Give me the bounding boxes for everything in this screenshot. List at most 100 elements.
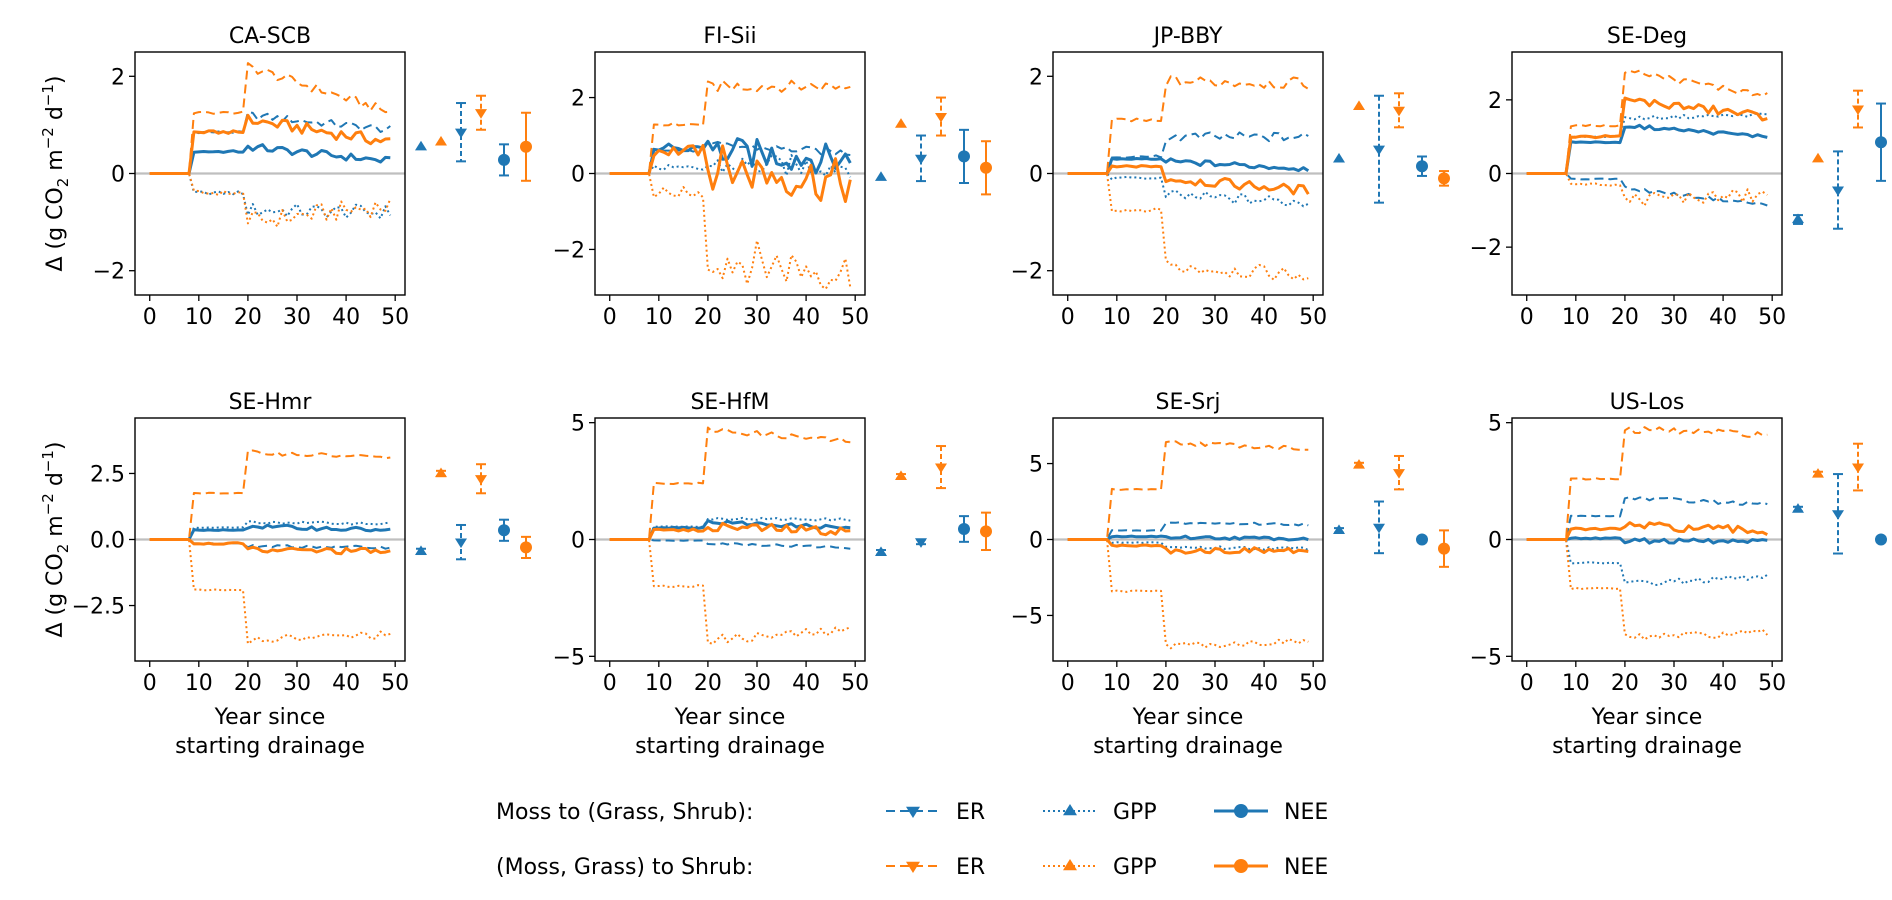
panel-fi-sii: FI-Sii 0 10 20 30 40 50 −2 0 2 xyxy=(553,24,992,330)
series-orange-nee xyxy=(149,538,391,556)
x-tick-label: 20 xyxy=(1611,305,1639,330)
legend-entry-nee: NEE xyxy=(1214,800,1328,825)
y-axis-label: Δ (g CO2 m−2 d−1) xyxy=(39,75,72,271)
summary-marker-orange-er xyxy=(935,445,947,490)
panel-se-hmr: SE-Hmr 0 10 20 30 40 50 −2.5 0.0 2.5 Δ (g CO2 m−2 … xyxy=(39,390,532,759)
summary-marker-blue-gpp xyxy=(875,546,887,556)
summary-marker-orange-gpp xyxy=(435,135,447,146)
summary-marker-orange-gpp xyxy=(435,467,447,478)
series-orange-er xyxy=(1067,440,1309,541)
x-tick-label: 40 xyxy=(1709,305,1737,330)
y-tick-label: 2 xyxy=(1488,89,1502,114)
x-tick-label: 10 xyxy=(1103,671,1131,696)
x-tick-label: 0 xyxy=(1520,305,1534,330)
series-blue-gpp xyxy=(149,520,391,541)
panel-ca-scb: CA-SCB 0 10 20 30 40 50 −2 0 2 Δ (g CO2 m−2 d−1) xyxy=(39,24,532,330)
series-blue-gpp xyxy=(1526,538,1768,587)
x-tick-label: 10 xyxy=(1562,671,1590,696)
x-tick-label: 40 xyxy=(1709,671,1737,696)
panel-title: SE-Deg xyxy=(1607,24,1687,49)
summary-marker-orange-nee xyxy=(980,140,992,196)
panel-jp-bby: JP-BBY 0 10 20 30 40 50 −2 0 2 xyxy=(1011,24,1450,330)
series-orange-er xyxy=(1067,75,1309,175)
summary-marker-orange-nee xyxy=(1438,170,1450,187)
series-orange-nee xyxy=(1526,521,1768,541)
series-orange-er xyxy=(1526,69,1768,175)
x-tick-label: 30 xyxy=(283,671,311,696)
x-axis-label-line1: Year since xyxy=(1591,705,1703,730)
y-tick-label: −5 xyxy=(1011,604,1043,629)
series-blue-er xyxy=(1526,172,1768,207)
x-axis-label-line2: starting drainage xyxy=(1093,734,1283,759)
legend-entry-label: ER xyxy=(956,855,985,880)
panel-se-deg: SE-Deg 0 10 20 30 40 50 −2 0 2 xyxy=(1470,24,1887,330)
summary-marker-blue-er xyxy=(1832,473,1844,555)
panel-title: SE-HfM xyxy=(690,390,769,415)
summary-marker-blue-nee xyxy=(1416,155,1428,177)
x-axis-label-line1: Year since xyxy=(1132,705,1244,730)
summary-marker-orange-er xyxy=(1852,442,1864,492)
x-tick-label: 0 xyxy=(603,305,617,330)
x-tick-label: 0 xyxy=(1061,671,1075,696)
summary-marker-orange-er xyxy=(935,96,947,137)
x-tick-label: 40 xyxy=(1250,671,1278,696)
summary-marker-orange-nee xyxy=(1438,529,1450,568)
x-tick-label: 20 xyxy=(234,305,262,330)
legend-entry-gpp: GPP xyxy=(1043,855,1157,880)
x-axis-label-line2: starting drainage xyxy=(1552,734,1742,759)
x-tick-label: 30 xyxy=(1660,671,1688,696)
series-orange-nee xyxy=(1067,538,1309,555)
summary-marker-blue-gpp xyxy=(415,545,427,556)
summary-marker-orange-gpp xyxy=(895,118,907,128)
summary-marker-blue-er xyxy=(455,102,467,163)
panel-se-srj: SE-Srj 0 10 20 30 40 50 −5 0 5 Year since starting … xyxy=(1011,390,1450,759)
series-orange-nee xyxy=(1526,96,1768,175)
x-tick-label: 10 xyxy=(645,305,673,330)
summary-marker-orange-nee xyxy=(980,511,992,552)
series-orange-nee xyxy=(1067,164,1310,196)
series-blue-er xyxy=(609,538,851,550)
summary-marker-orange-er xyxy=(1393,454,1405,491)
legend-row-label: Moss to (Grass, Shrub): xyxy=(496,800,753,825)
x-tick-label: 0 xyxy=(143,671,157,696)
series-blue-nee xyxy=(1526,123,1768,175)
x-tick-label: 50 xyxy=(841,305,869,330)
series-blue-gpp xyxy=(149,172,392,220)
y-tick-label: −2 xyxy=(553,238,585,263)
y-tick-label: 0.0 xyxy=(90,529,125,554)
summary-marker-blue-nee xyxy=(1875,102,1887,182)
y-tick-label: 0 xyxy=(571,163,585,188)
series-orange-gpp xyxy=(1067,538,1309,650)
summary-marker-orange-gpp xyxy=(1353,100,1365,111)
summary-marker-blue-er xyxy=(1373,94,1385,204)
legend: Moss to (Grass, Shrub): ER GPP NEE (Moss, Gr… xyxy=(496,800,1328,880)
y-tick-label: −2 xyxy=(1470,236,1502,261)
summary-marker-blue-er xyxy=(1373,500,1385,555)
summary-marker-orange-er xyxy=(475,463,487,495)
series-blue-gpp xyxy=(1067,538,1309,551)
y-tick-label: −2 xyxy=(93,260,125,285)
x-tick-label: 30 xyxy=(1660,305,1688,330)
series-orange-gpp xyxy=(609,538,851,645)
y-tick-label: 0 xyxy=(1029,163,1043,188)
x-tick-label: 10 xyxy=(1103,305,1131,330)
panel-title: FI-Sii xyxy=(703,24,756,49)
x-tick-label: 20 xyxy=(234,671,262,696)
y-axis-label: Δ (g CO2 m−2 d−1) xyxy=(39,441,72,637)
x-tick-label: 50 xyxy=(1299,671,1327,696)
x-tick-label: 20 xyxy=(694,671,722,696)
y-tick-label: 2.5 xyxy=(90,462,125,487)
x-tick-label: 10 xyxy=(185,305,213,330)
legend-row-label: (Moss, Grass) to Shrub: xyxy=(496,855,753,880)
x-tick-label: 0 xyxy=(603,671,617,696)
series-orange-gpp xyxy=(149,172,392,228)
legend-entry-label: GPP xyxy=(1113,800,1157,825)
series-blue-er xyxy=(1526,496,1768,541)
series-orange-er xyxy=(149,449,391,541)
summary-marker-blue-gpp xyxy=(415,140,427,151)
x-tick-label: 30 xyxy=(1201,305,1229,330)
y-tick-label: 0 xyxy=(1488,163,1502,188)
x-tick-label: 50 xyxy=(841,671,869,696)
series-orange-gpp xyxy=(1526,172,1768,207)
x-tick-label: 50 xyxy=(381,671,409,696)
